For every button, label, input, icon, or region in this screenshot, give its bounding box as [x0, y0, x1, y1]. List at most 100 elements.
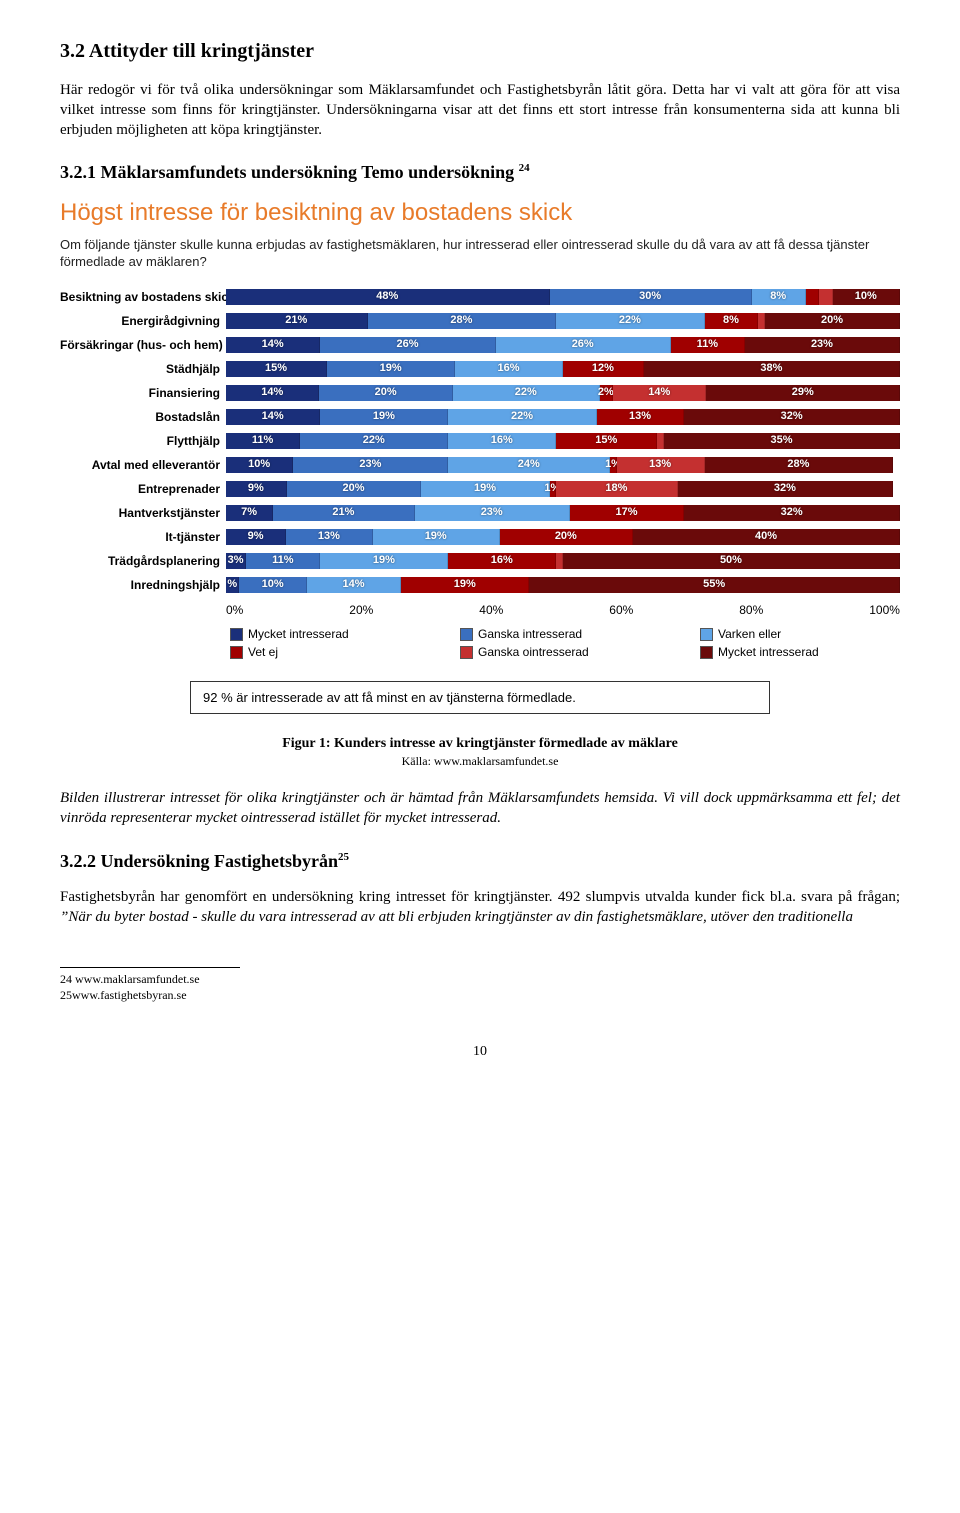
bar-label: Trädgårdsplanering: [60, 554, 226, 568]
bar-segment: 35%: [664, 433, 900, 449]
footnote-ref-25: 25: [338, 851, 349, 863]
legend-text: Varken eller: [718, 627, 781, 641]
bar-row: Bostadslån14%19%22%13%32%: [60, 405, 900, 429]
bar-segment-label: 2%: [598, 386, 614, 398]
bar-track: 21% 28% 22% 8% 20%: [226, 313, 900, 329]
chart-description: Om följande tjänster skulle kunna erbjud…: [60, 237, 900, 271]
bar-segment: 38%: [644, 361, 900, 377]
bar-segment: 20%: [287, 481, 422, 497]
bar-segment: 22%: [556, 313, 704, 329]
bar-segment-label: 19%: [373, 410, 395, 422]
subsection-321-text: 3.2.1 Mäklarsamfundets undersökning Temo…: [60, 162, 514, 182]
axis-tick: 100%: [869, 603, 900, 617]
page-number: 10: [60, 1044, 900, 1060]
axis-tick: 80%: [739, 603, 763, 617]
legend-item: Ganska intresserad: [460, 627, 670, 641]
bar-row: It-tjänster9%13%19%20%40%: [60, 525, 900, 549]
bar-segment-label: 35%: [770, 434, 792, 446]
bar-segment-label: 9%: [248, 530, 264, 542]
bar-segment: 22%: [453, 385, 600, 401]
bar-segment: 15%: [556, 433, 657, 449]
bar-segment-label: 19%: [454, 578, 476, 590]
legend-swatch: [700, 646, 713, 659]
bar-segment: 19%: [373, 529, 500, 545]
bar-segment: 3%: [226, 553, 246, 569]
subsection-322-title: 3.2.2 Undersökning Fastighetsbyrån25: [60, 851, 900, 872]
bar-row: Energirådgivning21%28%22%8%20%: [60, 309, 900, 333]
bar-segment: 20%: [500, 529, 633, 545]
bar-segment-label: 32%: [781, 410, 803, 422]
bar-segment-label: 48%: [376, 290, 398, 302]
bar-segment: 14%: [307, 577, 401, 593]
bar-segment: 14%: [226, 409, 320, 425]
bar-track: 3%11%19%16%50%: [226, 553, 900, 569]
figure-caption: Figur 1: Kunders intresse av kringtjänst…: [60, 736, 900, 752]
bar-segment-label: 23%: [811, 338, 833, 350]
bar-segment-label: 16%: [491, 434, 513, 446]
bar-segment-label: 14%: [262, 410, 284, 422]
legend-text: Mycket intresserad: [718, 645, 819, 659]
bar-track: %10%14%19%55%: [226, 577, 900, 593]
legend-item: Mycket intresserad: [700, 645, 900, 659]
bar-segment-label: 32%: [781, 506, 803, 518]
bar-segment-label: 21%: [285, 314, 307, 326]
bar-segment: 40%: [633, 529, 900, 545]
bar-segment: 14%: [226, 337, 320, 353]
bar-segment-label: 8%: [723, 314, 739, 326]
legend-swatch: [460, 628, 473, 641]
bar-label: Städhjälp: [60, 362, 226, 376]
bar-segment: 18%: [556, 481, 677, 497]
bar-segment: 50%: [563, 553, 900, 569]
bar-segment-label: 19%: [425, 530, 447, 542]
bar-label: Hantverkstjänster: [60, 506, 226, 520]
bar-segment-label: 29%: [792, 386, 814, 398]
bar-segment-label: 22%: [511, 410, 533, 422]
legend-swatch: [460, 646, 473, 659]
bar-segment: 19%: [320, 409, 448, 425]
bar-track: 7%21%23%17%32%: [226, 505, 900, 521]
bar-track: 11%22% 16% 15% 35%: [226, 433, 900, 449]
bar-segment: 8%: [705, 313, 759, 329]
bar-track: 14%26%26%11%23%: [226, 337, 900, 353]
bar-segment-label: 38%: [760, 362, 782, 374]
bar-segment-label: 10%: [262, 578, 284, 590]
legend-item: Mycket intresserad: [230, 627, 430, 641]
bar-label: Inredningshjälp: [60, 578, 226, 592]
bar-segment: 9%: [226, 529, 286, 545]
bar-segment: 16%: [448, 553, 556, 569]
bar-segment-label: 15%: [265, 362, 287, 374]
bar-segment-label: 20%: [555, 530, 577, 542]
bar-segment: 19%: [320, 553, 448, 569]
bar-segment: 23%: [415, 505, 570, 521]
bar-segment-label: 14%: [343, 578, 365, 590]
bar-segment-label: 28%: [450, 314, 472, 326]
legend-item: Ganska ointresserad: [460, 645, 670, 659]
bar-segment-label: 23%: [359, 458, 381, 470]
bar-segment-label: 14%: [648, 386, 670, 398]
chart-legend: Mycket intresserad Ganska intresserad Vark…: [230, 627, 900, 659]
bar-row: Besiktning av bostadens skick48%30%8%10%: [60, 285, 900, 309]
bar-segment: 11%: [226, 433, 300, 449]
bar-label: Besiktning av bostadens skick: [60, 290, 226, 304]
bar-segment: 19%: [327, 361, 455, 377]
legend-swatch: [230, 646, 243, 659]
axis-tick: 60%: [609, 603, 633, 617]
bar-segment: [806, 289, 819, 305]
bar-segment: [819, 289, 832, 305]
bar-segment: 16%: [448, 433, 556, 449]
bar-row: Trädgårdsplanering3%11%19%16%50%: [60, 549, 900, 573]
axis-tick: 40%: [479, 603, 503, 617]
bar-segment: 12%: [563, 361, 644, 377]
bar-segment: 21%: [226, 313, 368, 329]
bar-row: Inredningshjälp%10%14%19%55%: [60, 573, 900, 597]
bar-segment: 14%: [226, 385, 319, 401]
bar-track: 48%30%8%10%: [226, 289, 900, 305]
bar-segment: 48%: [226, 289, 550, 305]
bar-segment-label: 20%: [821, 314, 843, 326]
chart-container: Högst intresse för besiktning av bostade…: [60, 199, 900, 714]
footnote-25: 25www.fastighetsbyran.se: [60, 988, 900, 1004]
bar-segment-label: 18%: [605, 482, 627, 494]
bar-segment: 22%: [300, 433, 448, 449]
bar-label: Entreprenader: [60, 482, 226, 496]
bar-row: Hantverkstjänster7%21%23%17%32%: [60, 501, 900, 525]
